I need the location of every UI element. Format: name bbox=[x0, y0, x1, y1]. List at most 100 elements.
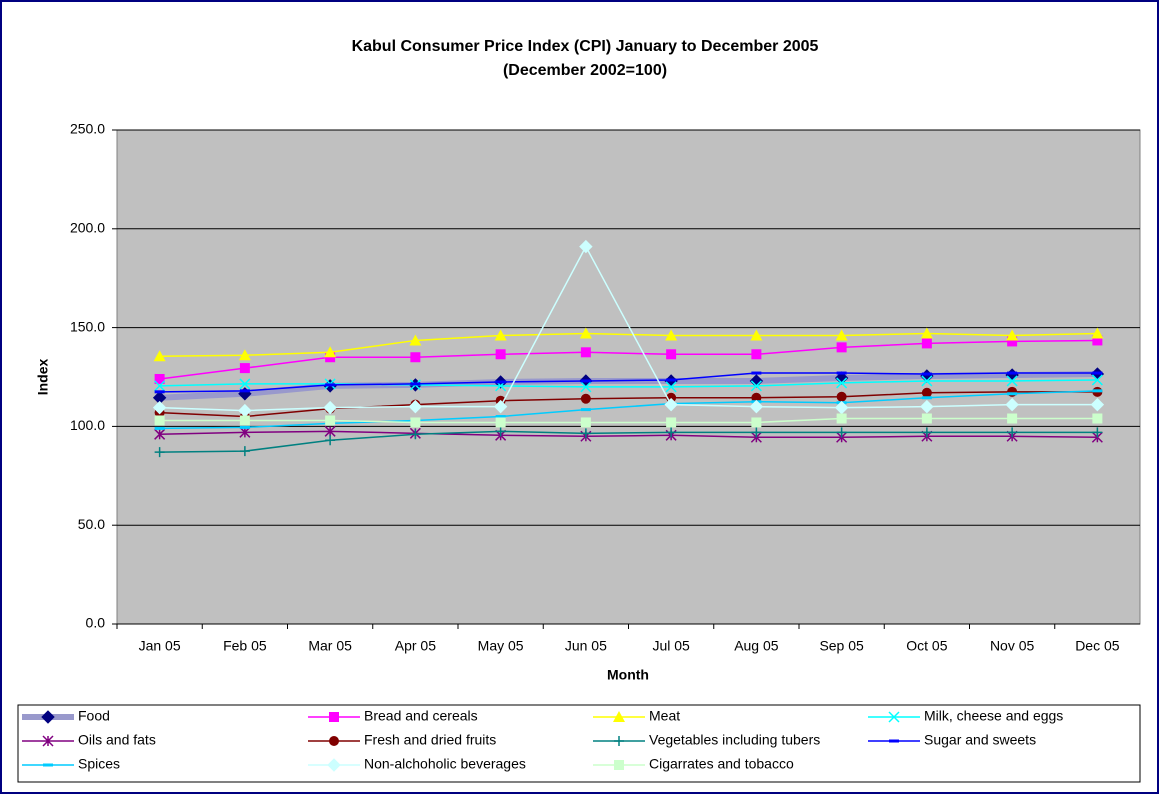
marker bbox=[889, 739, 899, 743]
marker bbox=[1092, 413, 1103, 424]
series-line bbox=[159, 332, 1098, 358]
y-tick-label: 100.0 bbox=[70, 417, 105, 433]
y-tick-label: 200.0 bbox=[70, 220, 105, 236]
marker bbox=[665, 329, 678, 341]
marker bbox=[1092, 335, 1103, 346]
series-line bbox=[159, 244, 1098, 412]
marker bbox=[1007, 392, 1018, 396]
marker bbox=[666, 378, 677, 382]
legend-label: Meat bbox=[649, 708, 680, 724]
marker bbox=[239, 426, 251, 438]
marker bbox=[154, 415, 165, 426]
marker bbox=[836, 377, 848, 389]
x-tick-label: Apr 05 bbox=[395, 638, 436, 654]
marker bbox=[579, 239, 593, 254]
marker bbox=[495, 417, 506, 428]
marker bbox=[409, 334, 422, 346]
y-tick-label: 0.0 bbox=[86, 615, 106, 631]
marker bbox=[836, 427, 847, 438]
y-axis-title: Index bbox=[35, 359, 51, 396]
marker bbox=[239, 389, 250, 393]
series-line bbox=[159, 372, 1098, 393]
series-line bbox=[159, 417, 1098, 424]
marker bbox=[580, 428, 591, 439]
series-line bbox=[159, 391, 1098, 418]
legend-label: Cigarrates and tobacco bbox=[649, 756, 794, 772]
marker bbox=[1007, 336, 1018, 347]
marker bbox=[495, 380, 506, 384]
marker bbox=[921, 338, 932, 349]
marker bbox=[580, 379, 591, 383]
marker bbox=[325, 415, 336, 426]
marker bbox=[1006, 375, 1018, 387]
y-tick-label: 150.0 bbox=[70, 318, 105, 334]
legend-label: Milk, cheese and eggs bbox=[924, 708, 1063, 724]
chart-title: Kabul Consumer Price Index (CPI) January… bbox=[352, 38, 819, 55]
marker bbox=[41, 710, 55, 724]
marker bbox=[239, 378, 251, 390]
marker bbox=[325, 435, 336, 446]
marker bbox=[43, 763, 53, 767]
marker bbox=[614, 760, 624, 770]
marker bbox=[1092, 389, 1103, 393]
x-tick-label: Jul 05 bbox=[652, 638, 690, 654]
x-tick-label: May 05 bbox=[478, 638, 524, 654]
marker bbox=[1007, 386, 1018, 397]
marker bbox=[751, 427, 762, 438]
series-line bbox=[159, 430, 1098, 439]
marker bbox=[888, 711, 900, 723]
marker bbox=[836, 413, 847, 424]
marker bbox=[613, 711, 625, 722]
marker bbox=[154, 426, 165, 430]
marker bbox=[329, 736, 339, 746]
marker bbox=[921, 375, 933, 387]
marker bbox=[1007, 427, 1018, 438]
legend-label: Spices bbox=[78, 756, 120, 772]
legend-label: Bread and cereals bbox=[364, 708, 478, 724]
marker bbox=[239, 415, 250, 426]
marker bbox=[1007, 413, 1018, 424]
marker bbox=[580, 381, 592, 393]
marker bbox=[408, 399, 423, 414]
legend-label: Non-alchoholic beverages bbox=[364, 756, 526, 772]
marker bbox=[1091, 327, 1104, 339]
legend-label: Food bbox=[78, 708, 110, 724]
legend-label: Fresh and dried fruits bbox=[364, 732, 496, 748]
marker bbox=[324, 425, 336, 437]
legend-label: Vegetables including tubers bbox=[649, 732, 820, 748]
marker bbox=[410, 429, 421, 440]
marker bbox=[154, 380, 166, 392]
series-line bbox=[159, 339, 1098, 380]
marker bbox=[750, 329, 763, 341]
marker bbox=[836, 342, 847, 353]
series-line bbox=[159, 430, 1098, 453]
marker bbox=[920, 399, 934, 414]
marker bbox=[666, 427, 677, 438]
marker bbox=[324, 346, 337, 358]
marker bbox=[751, 371, 762, 375]
x-tick-label: Nov 05 bbox=[990, 638, 1035, 654]
marker bbox=[580, 408, 591, 412]
marker bbox=[494, 329, 507, 341]
marker bbox=[920, 327, 933, 339]
x-tick-label: Jan 05 bbox=[139, 638, 181, 654]
marker bbox=[835, 329, 848, 341]
marker bbox=[921, 372, 932, 376]
marker bbox=[495, 349, 506, 360]
marker bbox=[154, 447, 165, 458]
marker bbox=[493, 399, 508, 414]
marker bbox=[329, 712, 339, 722]
marker bbox=[495, 426, 506, 437]
marker bbox=[1006, 329, 1019, 341]
marker bbox=[666, 349, 677, 360]
marker bbox=[154, 373, 165, 384]
marker bbox=[1090, 397, 1105, 412]
x-tick-label: Aug 05 bbox=[734, 638, 779, 654]
marker bbox=[580, 417, 591, 428]
marker bbox=[154, 390, 165, 394]
marker bbox=[1092, 371, 1103, 375]
marker bbox=[239, 425, 250, 429]
marker bbox=[495, 415, 506, 419]
marker bbox=[836, 391, 847, 402]
marker bbox=[580, 393, 591, 404]
